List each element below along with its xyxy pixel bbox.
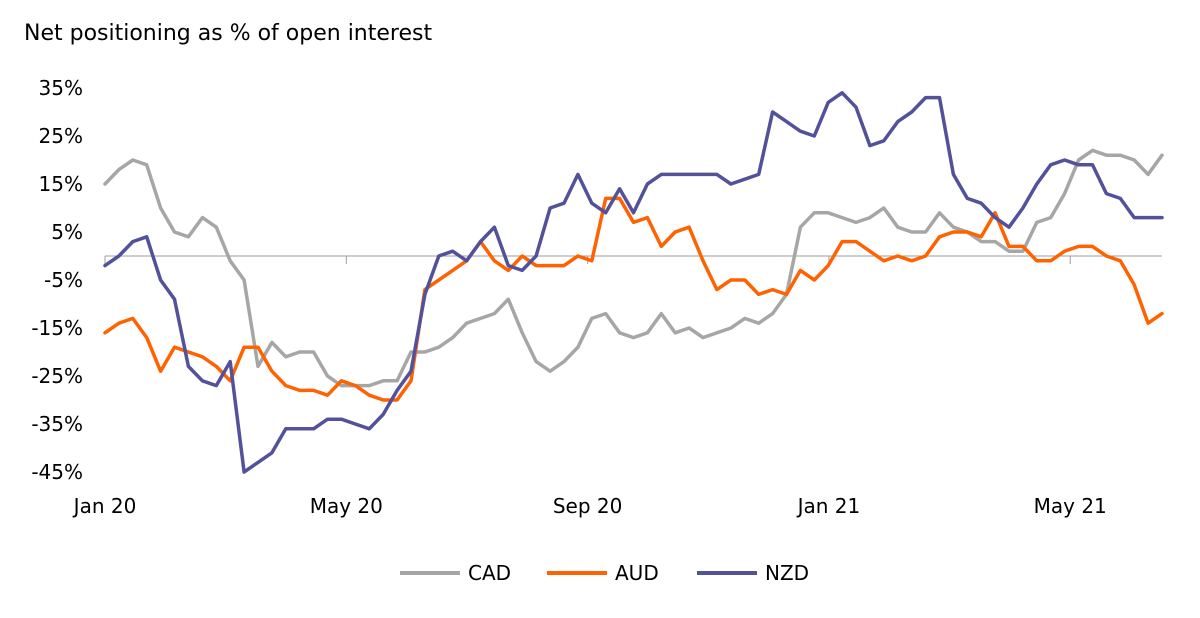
x-tick-label: Jan 20 [72,494,137,518]
series-lines [105,93,1162,472]
y-tick-label: -25% [31,364,83,388]
y-tick-label: -35% [31,412,83,436]
x-axis: Jan 20 May 20 Sep 20 Jan 21 May 21 [72,256,1107,518]
chart-title: Net positioning as % of open interest [24,21,432,46]
y-tick-label: 15% [39,172,83,196]
x-tick-label: May 21 [1034,494,1107,518]
y-tick-label: -15% [31,316,83,340]
legend-label-nzd: NZD [765,561,809,585]
x-tick-label: May 20 [310,494,383,518]
series-line-cad [105,150,1162,385]
y-tick-label: -45% [31,460,83,484]
y-tick-label: -5% [44,268,83,292]
y-tick-label: 5% [51,220,83,244]
legend: CAD AUD NZD [400,561,809,585]
x-tick-label: Sep 20 [553,494,623,518]
y-axis-ticks: 35% 25% 15% 5% -5% -15% -25% -35% -45% [31,76,83,484]
series-line-nzd [105,93,1162,472]
x-tick-label: Jan 21 [796,494,861,518]
y-tick-label: 35% [39,76,83,100]
y-tick-label: 25% [39,124,83,148]
series-line-aud [105,198,1162,400]
legend-label-aud: AUD [615,561,659,585]
legend-label-cad: CAD [468,561,511,585]
